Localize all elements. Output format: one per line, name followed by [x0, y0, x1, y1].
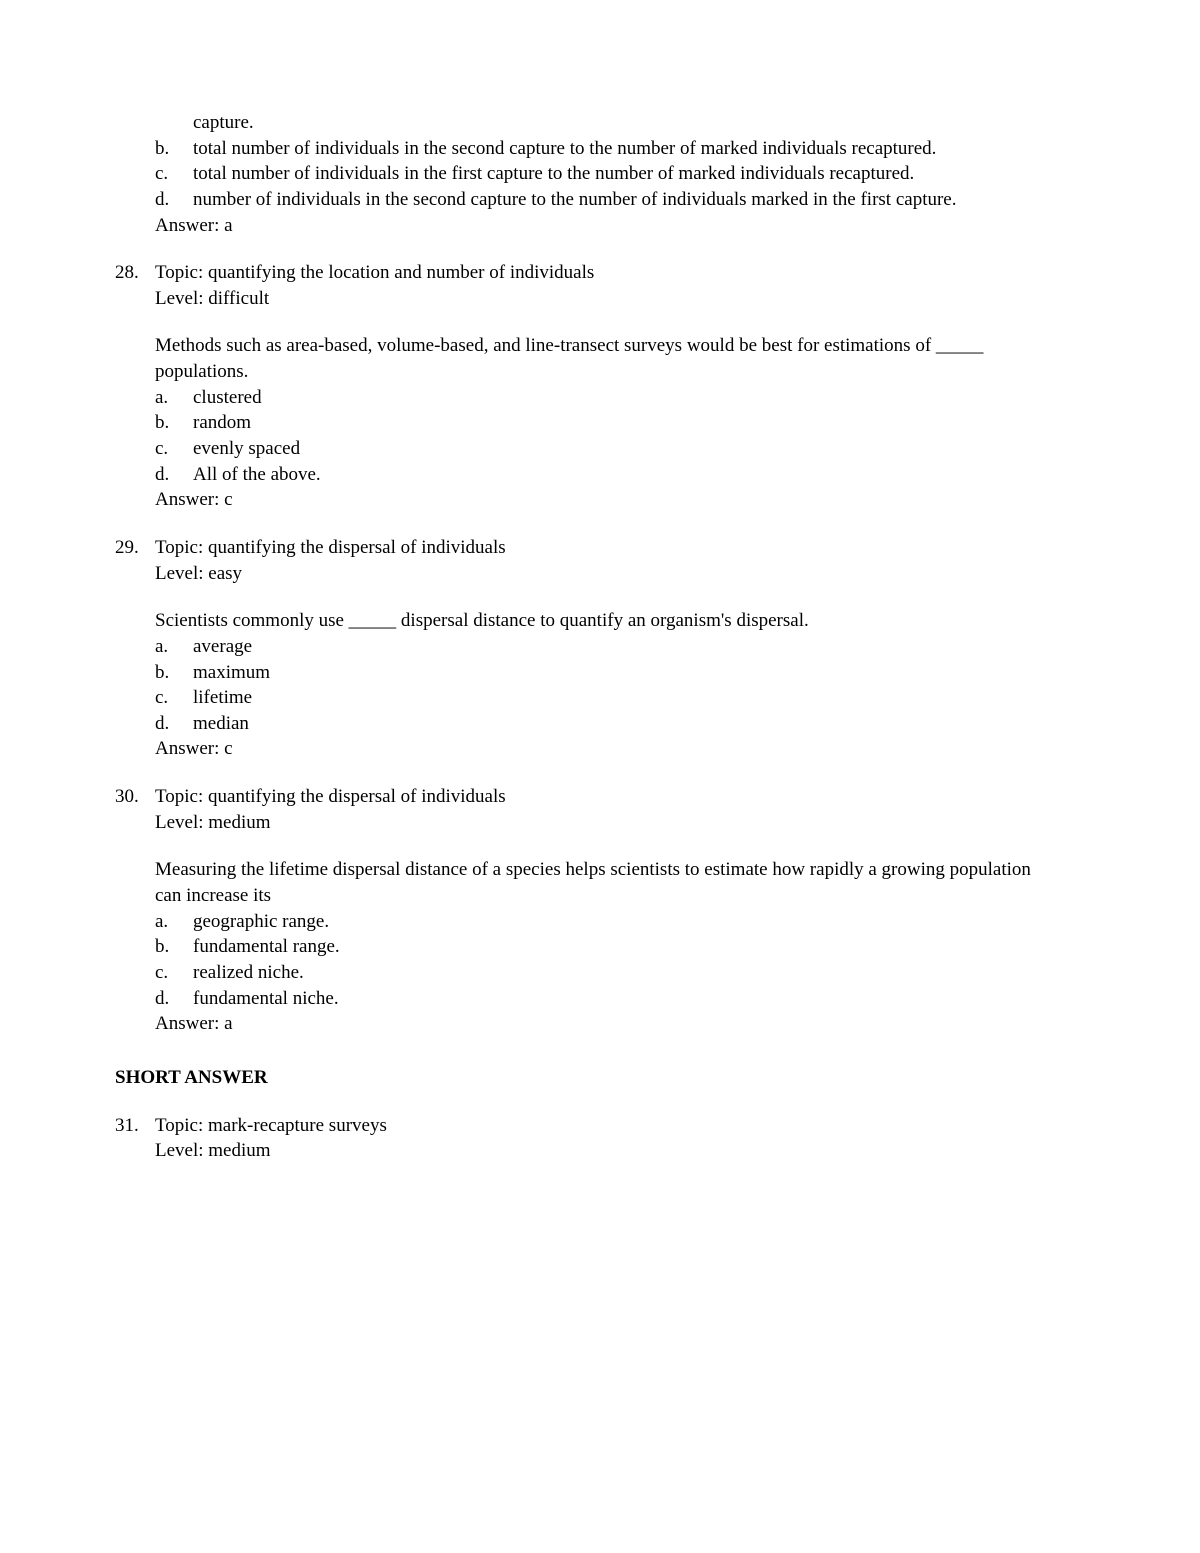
question-number: 28.: [115, 260, 155, 513]
choice-row: a. average: [155, 634, 1060, 660]
choice-letter: c.: [155, 436, 193, 462]
choice-text: lifetime: [193, 685, 1060, 711]
question-31: 31. Topic: mark-recapture surveys Level:…: [115, 1113, 1060, 1164]
choice-row: b. fundamental range.: [155, 934, 1060, 960]
choice-text: evenly spaced: [193, 436, 1060, 462]
choice-letter: d.: [155, 986, 193, 1012]
choice-letter: b.: [155, 934, 193, 960]
choice-row: c. total number of individuals in the fi…: [155, 161, 1060, 187]
answer-line: Answer: a: [155, 213, 1060, 239]
choice-letter: c.: [155, 685, 193, 711]
choice-row: c. evenly spaced: [155, 436, 1060, 462]
question-stem: Methods such as area-based, volume-based…: [155, 333, 1060, 384]
question-28: 28. Topic: quantifying the location and …: [115, 260, 1060, 513]
answer-line: Answer: c: [155, 487, 1060, 513]
choice-row: a. geographic range.: [155, 909, 1060, 935]
choice-letter: c.: [155, 161, 193, 187]
choice-text: total number of individuals in the secon…: [193, 136, 1060, 162]
question-29: 29. Topic: quantifying the dispersal of …: [115, 535, 1060, 762]
choice-text: average: [193, 634, 1060, 660]
choice-text: capture.: [193, 110, 1060, 136]
choice-text: All of the above.: [193, 462, 1060, 488]
level-line: Level: difficult: [155, 286, 1060, 312]
choice-letter: c.: [155, 960, 193, 986]
question-30: 30. Topic: quantifying the dispersal of …: [115, 784, 1060, 1037]
topic-line: Topic: quantifying the dispersal of indi…: [155, 784, 1060, 810]
choice-letter: b.: [155, 136, 193, 162]
level-line: Level: easy: [155, 561, 1060, 587]
choice-row: d. All of the above.: [155, 462, 1060, 488]
choice-row: b. maximum: [155, 660, 1060, 686]
document-page: capture. b. total number of individuals …: [0, 0, 1200, 1553]
choice-letter: b.: [155, 410, 193, 436]
choice-row: capture.: [155, 110, 1060, 136]
topic-line: Topic: quantifying the dispersal of indi…: [155, 535, 1060, 561]
choice-letter: a.: [155, 909, 193, 935]
answer-line: Answer: c: [155, 736, 1060, 762]
choice-text: median: [193, 711, 1060, 737]
choice-letter: [155, 110, 193, 136]
choice-text: clustered: [193, 385, 1060, 411]
choice-row: d. median: [155, 711, 1060, 737]
choice-letter: d.: [155, 462, 193, 488]
choice-text: total number of individuals in the first…: [193, 161, 1060, 187]
choice-letter: d.: [155, 711, 193, 737]
choice-text: realized niche.: [193, 960, 1060, 986]
choice-row: a. clustered: [155, 385, 1060, 411]
choice-text: fundamental niche.: [193, 986, 1060, 1012]
choice-row: b. random: [155, 410, 1060, 436]
section-heading-short-answer: SHORT ANSWER: [115, 1065, 1060, 1091]
level-line: Level: medium: [155, 810, 1060, 836]
question-number: 30.: [115, 784, 155, 1037]
choice-text: fundamental range.: [193, 934, 1060, 960]
question-stem: Scientists commonly use _____ dispersal …: [155, 608, 1060, 634]
choice-row: d. fundamental niche.: [155, 986, 1060, 1012]
choice-letter: b.: [155, 660, 193, 686]
choice-text: geographic range.: [193, 909, 1060, 935]
choice-letter: a.: [155, 385, 193, 411]
question-stem: Measuring the lifetime dispersal distanc…: [155, 857, 1060, 908]
question-number: 29.: [115, 535, 155, 762]
topic-line: Topic: mark-recapture surveys: [155, 1113, 1060, 1139]
choice-row: d. number of individuals in the second c…: [155, 187, 1060, 213]
choice-text: random: [193, 410, 1060, 436]
choice-text: number of individuals in the second capt…: [193, 187, 1060, 213]
answer-line: Answer: a: [155, 1011, 1060, 1037]
level-line: Level: medium: [155, 1138, 1060, 1164]
question-number: 31.: [115, 1113, 155, 1164]
choice-letter: d.: [155, 187, 193, 213]
choice-row: c. realized niche.: [155, 960, 1060, 986]
choice-letter: a.: [155, 634, 193, 660]
choice-row: b. total number of individuals in the se…: [155, 136, 1060, 162]
choice-row: c. lifetime: [155, 685, 1060, 711]
choice-text: maximum: [193, 660, 1060, 686]
question-27-partial: capture. b. total number of individuals …: [115, 110, 1060, 238]
topic-line: Topic: quantifying the location and numb…: [155, 260, 1060, 286]
